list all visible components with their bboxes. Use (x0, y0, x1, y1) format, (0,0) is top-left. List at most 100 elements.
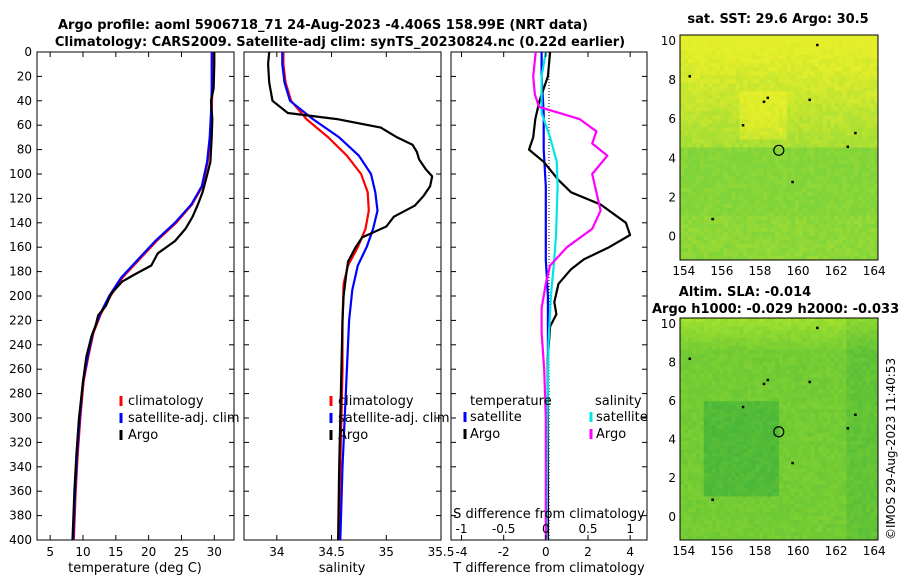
map-cell (798, 51, 804, 56)
map-cell (751, 448, 756, 454)
map-cell (747, 71, 752, 76)
map-cell (838, 436, 843, 442)
map-cell (838, 199, 843, 205)
map-cell (759, 377, 764, 383)
map-cell (723, 425, 729, 430)
map-cell (826, 35, 832, 40)
map-cell (703, 115, 709, 120)
map-cell (790, 155, 796, 161)
map-cell (751, 47, 756, 52)
map-cell (870, 417, 875, 422)
map-cell (786, 103, 792, 108)
map-cell (786, 207, 792, 213)
map-cell (767, 381, 772, 386)
y-tick-label: 40 (17, 94, 32, 108)
map-cell (866, 211, 871, 217)
map-cell (755, 111, 760, 116)
map-cell (747, 385, 752, 390)
map-cell (735, 35, 740, 40)
map-cell (838, 63, 843, 68)
x-tick-label: 2 (584, 545, 592, 559)
map-cell (680, 227, 685, 233)
map-cell (810, 83, 816, 88)
map-cell (794, 51, 800, 56)
map-cell (683, 235, 689, 241)
map-cell (870, 413, 875, 418)
map-cell (743, 251, 748, 257)
map-cell (715, 155, 721, 161)
map-cell (834, 440, 839, 446)
series-line-satellite-adj-clim (72, 52, 213, 540)
map-cell (687, 59, 693, 64)
map-cell (707, 239, 713, 245)
map-cell (695, 143, 701, 149)
map-cell (727, 365, 733, 371)
map-cell (782, 251, 788, 257)
map-cell (850, 235, 855, 241)
map-cell (794, 67, 800, 72)
map-cell (794, 401, 800, 406)
map-cell (866, 353, 871, 359)
map-cell (751, 87, 756, 92)
map-cell (866, 321, 871, 327)
map-cell (727, 425, 733, 430)
map-cell (771, 373, 776, 379)
map-cell (763, 448, 768, 454)
map-cell (683, 51, 689, 56)
map-cell (719, 147, 725, 153)
map-cell (870, 187, 875, 193)
map-cell (715, 361, 721, 367)
map-cell (810, 87, 816, 92)
map-cell (782, 239, 788, 245)
map-cell (687, 99, 693, 104)
map-cell (794, 223, 800, 229)
map-cell (727, 55, 733, 60)
map-cell (763, 329, 768, 335)
map-cell (798, 151, 804, 157)
map-cell (842, 405, 847, 410)
map-cell (699, 131, 705, 137)
sst-map (680, 35, 878, 260)
map-cell (874, 91, 878, 96)
map-cell (826, 199, 832, 205)
map-y-tick-label: 0 (668, 230, 676, 244)
map-cell (735, 349, 740, 355)
map-cell (802, 119, 808, 124)
map-cell (834, 43, 839, 48)
map-cell (775, 83, 780, 88)
map-cell (683, 255, 689, 260)
map-cell (842, 207, 847, 213)
map-cell (850, 421, 855, 426)
map-cell (858, 389, 863, 394)
map-cell (862, 456, 867, 462)
map-cell (683, 91, 689, 96)
map-cell (826, 401, 832, 406)
map-cell (711, 115, 717, 120)
map-cell (775, 67, 780, 72)
map-cell (699, 175, 705, 181)
map-cell (703, 215, 709, 221)
map-cell (695, 35, 701, 40)
map-cell (719, 401, 725, 406)
map-cell (830, 95, 836, 100)
map-cell (842, 397, 847, 402)
map-cell (786, 159, 792, 165)
map-cell (810, 456, 816, 462)
map-cell (842, 460, 847, 466)
map-cell (842, 448, 847, 454)
map-cell (751, 75, 756, 80)
map-cell (779, 231, 784, 237)
map-cell (822, 223, 828, 229)
map-cell (842, 183, 847, 189)
map-cell (703, 39, 709, 44)
map-cell (862, 215, 867, 221)
map-cell (755, 381, 760, 386)
map-cell (727, 79, 733, 84)
map-cell (715, 87, 721, 92)
map-cell (731, 381, 737, 386)
map-cell (743, 429, 748, 434)
map-cell (687, 227, 693, 233)
map-cell (858, 107, 863, 112)
map-cell (751, 115, 756, 120)
map-cell (830, 183, 836, 189)
